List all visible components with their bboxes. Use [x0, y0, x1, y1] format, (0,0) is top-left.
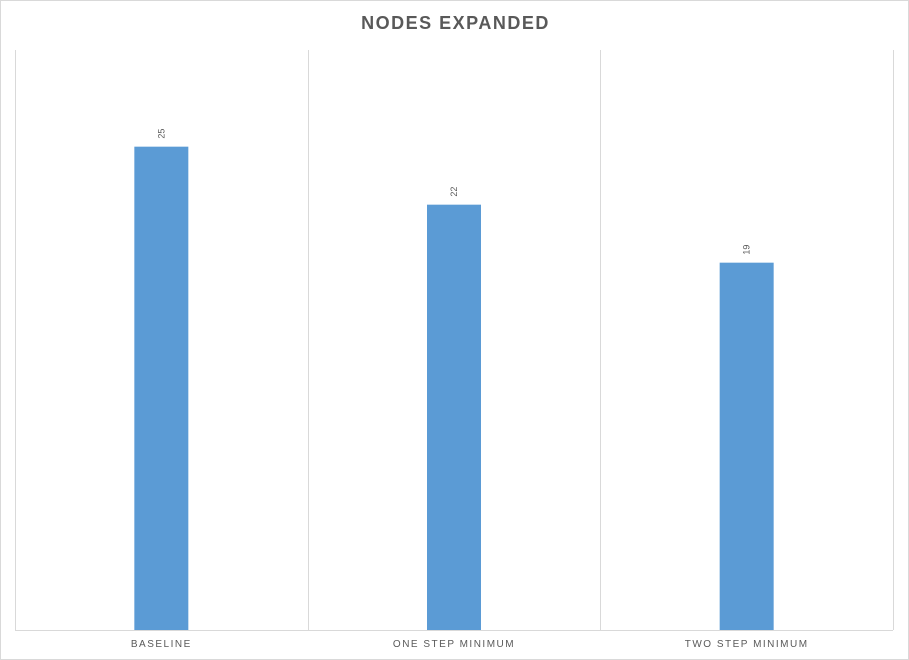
bar-baseline	[134, 146, 189, 630]
x-tick-label: BASELINE	[131, 639, 192, 650]
bar-two-step-minimum	[719, 262, 774, 630]
bar-one-step-minimum	[427, 204, 481, 630]
data-label: 25	[156, 129, 166, 139]
data-label: 22	[449, 187, 459, 197]
data-label: 19	[742, 245, 752, 255]
x-tick-label: ONE STEP MINIMUM	[393, 639, 515, 650]
x-tick-label: TWO STEP MINIMUM	[685, 639, 809, 650]
chart-title: NODES EXPANDED	[361, 13, 550, 33]
